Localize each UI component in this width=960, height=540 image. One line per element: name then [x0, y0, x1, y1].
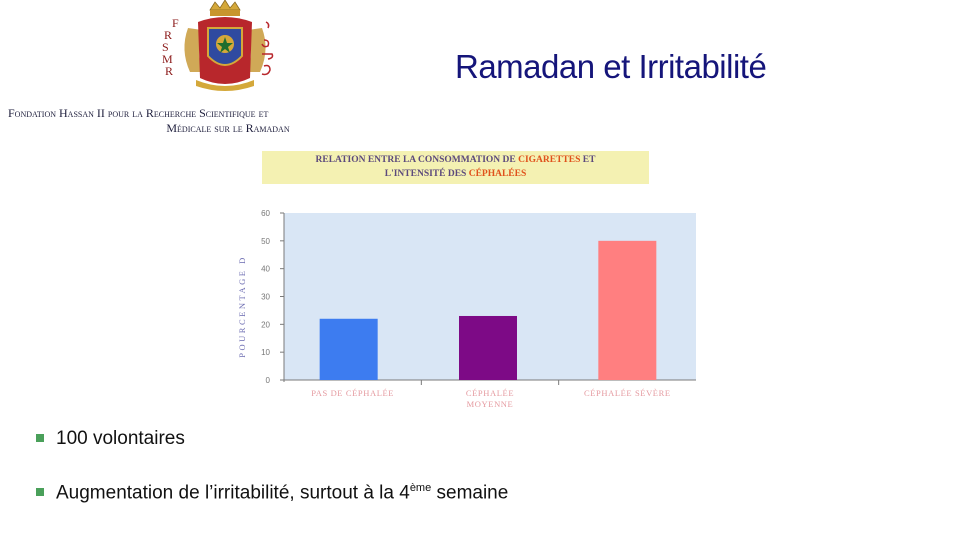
logo-letter-s: S — [162, 40, 169, 54]
logo-letter-r2: R — [165, 64, 174, 78]
foundation-line-2: Médicale sur le Ramadan — [166, 121, 290, 135]
bullet-text-2-superscript: ème — [409, 482, 432, 494]
y-tick-label: 20 — [261, 320, 270, 329]
bullet-text-2-end: semaine — [431, 482, 509, 504]
x-tick-label: CÉPHALÉE — [466, 388, 514, 398]
logo-letter-f: F — [172, 16, 179, 30]
bar-2 — [459, 315, 517, 380]
chart-title-text-3: L'INTENSITÉ DES — [384, 169, 469, 179]
logo-letter-m: M — [162, 52, 173, 66]
y-tick-label: 30 — [261, 293, 270, 302]
chart-title-highlight-1: CIGARETTES — [518, 155, 581, 165]
bar-chart: 0 10 20 30 40 50 60 POURCENTAGE D PAS DE CÉPHALÉ… — [228, 200, 708, 425]
foundation-name: Fondation Hassan II pour la Recherche Sc… — [8, 106, 448, 136]
chart-title-line-2: L'INTENSITÉ DES CÉPHALÉES — [262, 167, 649, 181]
foundation-logo: F R S M R — [140, 0, 300, 92]
x-tick-label: CÉPHALÉE SÉVÈRE — [584, 388, 671, 398]
logo-letter-r: R — [164, 28, 173, 42]
bullet-text-2-main: Augmentation de l’irritabilité, surtout … — [56, 482, 410, 504]
x-tick-label: MOYENNE — [467, 399, 514, 409]
bar-3 — [598, 240, 657, 380]
y-tick-label: 50 — [261, 237, 270, 246]
chart-title-text-1: RELATION ENTRE LA CONSOMMATION DE — [315, 155, 519, 165]
foundation-line-1: Fondation Hassan II pour la Recherche Sc… — [8, 106, 269, 120]
chart-title-highlight-2: CÉPHALÉES — [468, 169, 527, 179]
y-tick-label: 0 — [266, 376, 271, 385]
arabic-letters-icon — [261, 21, 274, 76]
y-tick-label: 10 — [261, 348, 270, 357]
x-tick-label: PAS DE CÉPHALÉE — [311, 388, 394, 398]
y-tick-label: 40 — [261, 265, 270, 274]
chart-title-text-2: ET — [580, 155, 596, 165]
bullet-text-2: Augmentation de l’irritabilité, surtout … — [56, 482, 508, 504]
chart-svg: 0 10 20 30 40 50 60 POURCENTAGE D PAS DE CÉPHALÉ… — [237, 209, 696, 409]
emblem-icon — [184, 0, 266, 91]
chart-title-line-1: RELATION ENTRE LA CONSOMMATION DE CIGARE… — [262, 153, 649, 167]
y-tick-label: 60 — [261, 209, 270, 218]
bullet-square-icon — [36, 434, 44, 442]
bullet-text-1: 100 volontaires — [56, 428, 185, 449]
page-title: Ramadan et Irritabilité — [455, 48, 767, 85]
bullet-square-icon — [36, 488, 44, 496]
bar-1 — [319, 318, 378, 380]
y-axis-title: POURCENTAGE D — [237, 255, 247, 357]
chart-title: RELATION ENTRE LA CONSOMMATION DE CIGARE… — [262, 151, 649, 184]
